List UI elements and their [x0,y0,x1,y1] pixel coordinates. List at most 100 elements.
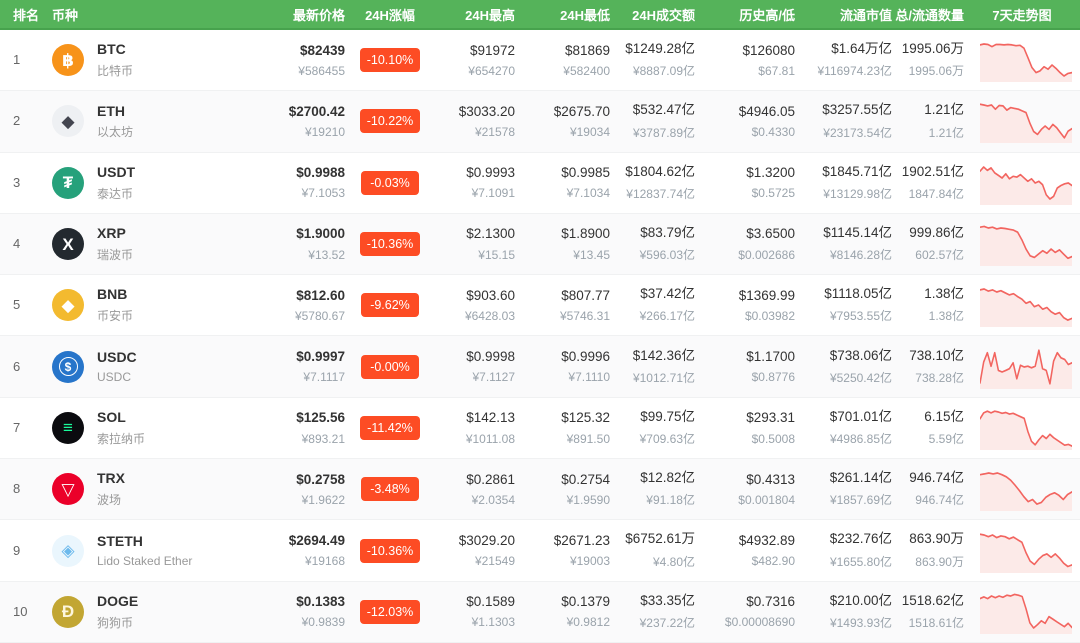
supply-circulating: 738.28亿 [915,370,964,385]
rank-number: 10 [13,603,28,619]
hist-high: $1.3200 [746,165,795,181]
header-7d-chart[interactable]: 7天走势图 [992,7,1052,23]
hist-high: $4946.05 [738,103,795,119]
table-row[interactable]: 4 X XRP 瑞波币 $1.9000 ¥13.52 -10.36% $2.13… [0,213,1080,276]
seven-day-sparkline [980,225,1072,267]
volume-usd: $83.79亿 [640,224,695,240]
table-row[interactable]: 3 ₮ USDT 泰达币 $0.9988 ¥7.1053 -0.03% $0.9… [0,152,1080,214]
high-cny: ¥7.1127 [472,370,516,385]
doge-icon: Ð [52,595,84,628]
low-usd: $0.2754 [561,471,610,487]
high-usd: $3029.20 [458,532,515,548]
table-row[interactable]: 6 $ USDC USDC $0.9997 ¥7.1117 -0.00% $0.… [0,336,1080,398]
supply-total: 6.15亿 [924,408,964,424]
header-supply[interactable]: 总/流通数量 [895,7,964,23]
supply-circulating: 1518.61亿 [908,615,964,630]
volume-cny: ¥596.03亿 [639,248,695,263]
table-row[interactable]: 1 ฿ BTC 比特币 $82439 ¥586455 -10.10% $9197… [0,30,1080,92]
header-hist-high-low[interactable]: 历史高/低 [739,7,795,23]
price-usd: $0.2758 [296,471,345,487]
table-row[interactable]: 5 ◆ BNB 币安币 $812.60 ¥5780.67 -9.62% $903… [0,275,1080,337]
change-badge: -11.42% [360,415,420,440]
coin-glyph: ≡ [63,418,73,438]
supply-total: 1902.51亿 [901,163,964,179]
price-cny: ¥7.1117 [303,370,345,385]
header-rank[interactable]: 排名 [13,7,40,23]
volume-cny: ¥91.18亿 [646,493,695,508]
btc-icon: ฿ [52,44,84,77]
low-usd: $125.32 [561,410,610,426]
coin-symbol[interactable]: BTC [97,41,126,58]
hist-low: $0.001804 [738,492,795,507]
mcap-usd: $232.76亿 [829,531,892,547]
table-row[interactable]: 8 ▽ TRX 波场 $0.2758 ¥1.9622 -3.48% $0.286… [0,459,1080,521]
volume-cny: ¥3787.89亿 [632,125,695,140]
header-24h-low[interactable]: 24H最低 [560,7,610,23]
price-usd: $125.56 [296,410,345,426]
mcap-cny: ¥4986.85亿 [829,432,892,447]
seven-day-sparkline [980,532,1072,573]
supply-total: 863.90万 [909,531,964,547]
hist-low: $0.5725 [751,186,795,201]
supply-circulating: 1995.06万 [908,64,964,79]
coin-symbol[interactable]: DOGE [97,592,139,609]
change-badge: -0.00% [361,354,419,379]
coin-symbol[interactable]: ETH [97,102,125,119]
volume-usd: $1249.28亿 [625,41,695,57]
price-usd: $0.9997 [296,349,345,365]
header-coin[interactable]: 币种 [52,7,79,23]
header-24h-high[interactable]: 24H最高 [465,7,515,23]
coin-symbol[interactable]: USDT [97,163,136,180]
header-last-price[interactable]: 最新价格 [292,7,345,23]
low-usd: $807.77 [561,287,610,303]
eth-icon: ◆ [52,105,84,138]
supply-total: 1995.06万 [901,41,964,57]
table-row[interactable]: 9 ◈ STETH Lido Staked Ether $2694.49 ¥19… [0,520,1080,582]
coin-name: USDC [97,370,132,385]
high-usd: $0.2861 [466,471,515,487]
volume-cny: ¥4.80亿 [652,554,695,569]
coin-glyph: ◈ [61,541,75,561]
price-cny: ¥586455 [298,63,345,78]
coin-symbol[interactable]: TRX [97,470,125,487]
coin-name: 币安币 [97,309,134,324]
hist-high: $0.7316 [746,594,795,610]
hist-low: $482.90 [751,554,795,569]
coin-symbol[interactable]: SOL [97,409,126,426]
mcap-cny: ¥1493.93亿 [829,615,892,630]
header-24h-change[interactable]: 24H涨幅 [365,7,415,23]
table-row[interactable]: 7 ≡ SOL 索拉纳币 $125.56 ¥893.21 -11.42% $14… [0,397,1080,460]
price-cny: ¥19168 [304,554,345,569]
seven-day-sparkline [980,165,1072,205]
coin-name: 狗狗币 [97,615,134,630]
low-cny: ¥582400 [563,63,610,78]
mcap-usd: $3257.55亿 [822,102,892,118]
change-badge: -10.22% [359,109,421,134]
volume-usd: $33.35亿 [640,592,695,608]
header-24h-volume[interactable]: 24H成交额 [632,7,695,23]
coin-name: 比特币 [97,64,134,79]
header-market-cap[interactable]: 流通市值 [839,7,892,23]
high-cny: ¥15.15 [478,247,515,262]
coin-symbol[interactable]: BNB [97,286,128,303]
supply-total: 738.10亿 [909,347,964,363]
low-usd: $1.8900 [561,226,610,242]
mcap-usd: $210.00亿 [829,592,892,608]
seven-day-sparkline [980,410,1072,450]
price-usd: $0.9988 [296,165,345,181]
table-row[interactable]: 10 Ð DOGE 狗狗币 $0.1383 ¥0.9839 -12.03% $0… [0,581,1080,643]
coin-glyph: ◆ [61,111,75,131]
mcap-cny: ¥116974.23亿 [817,64,892,79]
table-row[interactable]: 2 ◆ ETH 以太坊 $2700.42 ¥19210 -10.22% $303… [0,91,1080,153]
volume-cny: ¥266.17亿 [639,309,695,324]
coin-symbol[interactable]: USDC [97,349,137,366]
xrp-icon: X [52,228,84,261]
high-cny: ¥654270 [468,63,515,78]
high-usd: $142.13 [466,410,515,426]
hist-low: $0.8776 [751,370,795,385]
coin-symbol[interactable]: STETH [97,533,143,550]
hist-high: $0.4313 [746,471,795,487]
mcap-usd: $1118.05亿 [824,286,892,302]
rank-number: 8 [13,481,21,497]
coin-symbol[interactable]: XRP [97,225,126,242]
